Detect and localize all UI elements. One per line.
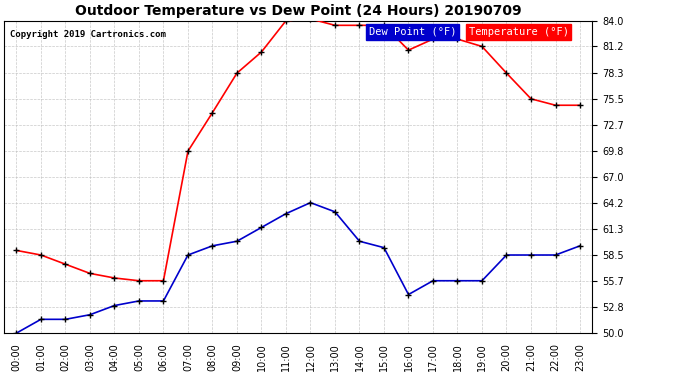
Title: Outdoor Temperature vs Dew Point (24 Hours) 20190709: Outdoor Temperature vs Dew Point (24 Hou… <box>75 4 522 18</box>
Text: Dew Point (°F): Dew Point (°F) <box>368 27 456 37</box>
Text: Temperature (°F): Temperature (°F) <box>469 27 569 37</box>
Text: Copyright 2019 Cartronics.com: Copyright 2019 Cartronics.com <box>10 30 166 39</box>
